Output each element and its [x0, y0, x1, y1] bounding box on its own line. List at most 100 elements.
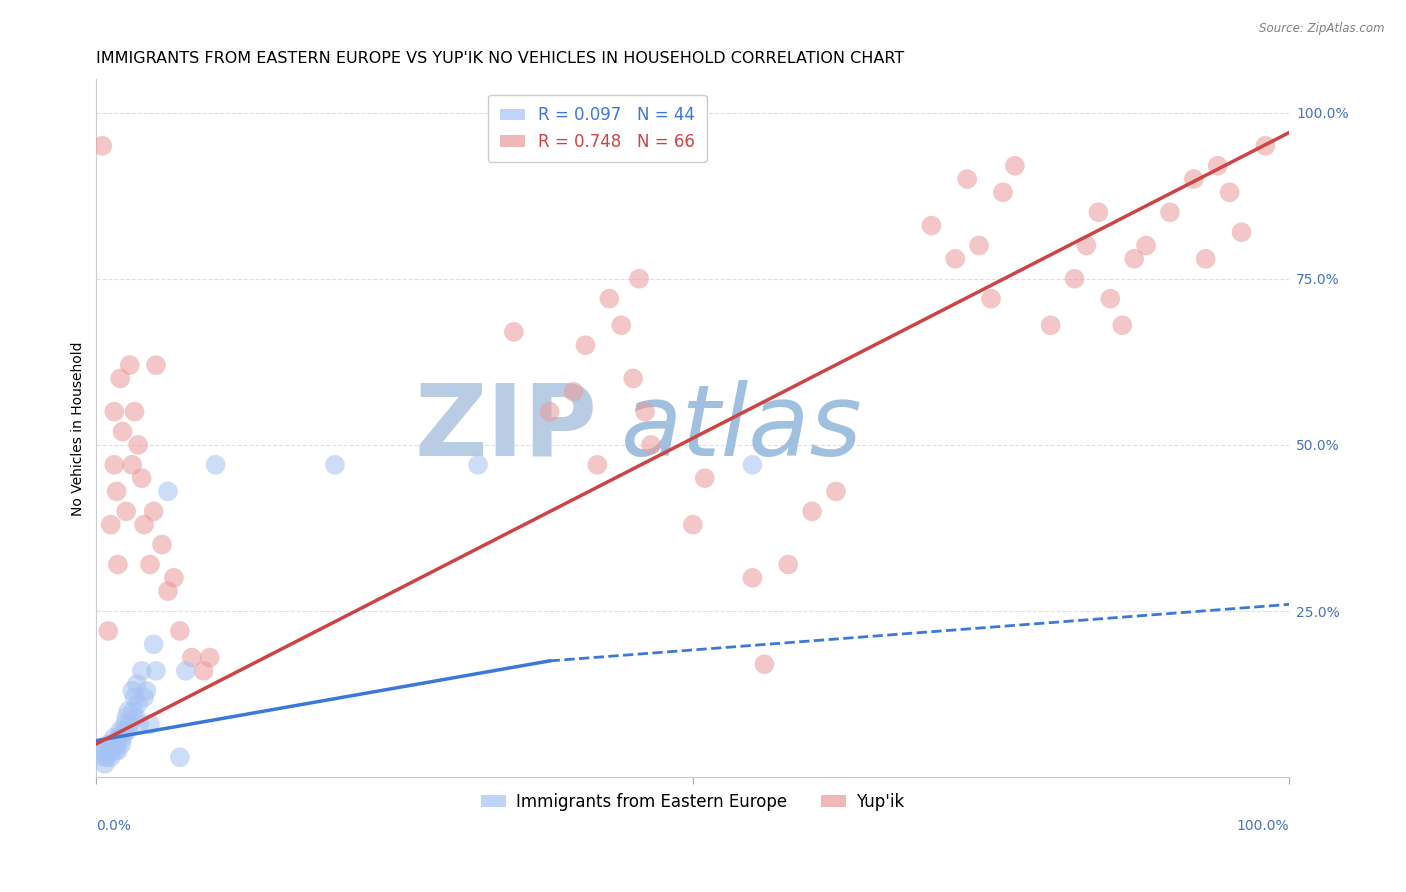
- Point: [135, 683, 157, 698]
- Point: [91, 743, 114, 757]
- Point: [127, 438, 149, 452]
- Point: [139, 558, 162, 572]
- Point: [111, 731, 134, 745]
- Point: [103, 404, 125, 418]
- Point: [778, 558, 800, 572]
- Point: [139, 717, 162, 731]
- Point: [110, 737, 132, 751]
- Point: [91, 138, 114, 153]
- Point: [142, 637, 165, 651]
- Point: [145, 358, 167, 372]
- Point: [142, 504, 165, 518]
- Point: [131, 664, 153, 678]
- Point: [93, 756, 115, 771]
- Point: [1039, 318, 1062, 333]
- Point: [131, 471, 153, 485]
- Point: [112, 723, 135, 738]
- Point: [118, 717, 141, 731]
- Point: [124, 404, 146, 418]
- Point: [682, 517, 704, 532]
- Point: [94, 743, 117, 757]
- Point: [1004, 159, 1026, 173]
- Point: [107, 558, 129, 572]
- Point: [574, 338, 596, 352]
- Point: [96, 750, 118, 764]
- Text: 100.0%: 100.0%: [1237, 819, 1289, 833]
- Point: [163, 571, 186, 585]
- Point: [634, 404, 657, 418]
- Point: [121, 458, 143, 472]
- Point: [991, 186, 1014, 200]
- Point: [125, 677, 148, 691]
- Point: [117, 723, 139, 738]
- Text: ZIP: ZIP: [415, 380, 598, 476]
- Point: [598, 292, 620, 306]
- Point: [980, 292, 1002, 306]
- Point: [562, 384, 585, 399]
- Point: [825, 484, 848, 499]
- Point: [115, 504, 138, 518]
- Point: [97, 737, 120, 751]
- Point: [124, 690, 146, 705]
- Point: [111, 425, 134, 439]
- Point: [1159, 205, 1181, 219]
- Point: [98, 743, 121, 757]
- Point: [104, 743, 127, 757]
- Point: [93, 750, 115, 764]
- Point: [127, 697, 149, 711]
- Point: [132, 517, 155, 532]
- Point: [105, 737, 128, 751]
- Point: [125, 710, 148, 724]
- Point: [198, 650, 221, 665]
- Point: [943, 252, 966, 266]
- Point: [156, 584, 179, 599]
- Point: [101, 737, 124, 751]
- Point: [101, 743, 124, 757]
- Point: [1182, 172, 1205, 186]
- Point: [114, 717, 136, 731]
- Point: [1099, 292, 1122, 306]
- Point: [1111, 318, 1133, 333]
- Point: [100, 517, 122, 532]
- Point: [204, 458, 226, 472]
- Point: [121, 683, 143, 698]
- Point: [920, 219, 942, 233]
- Y-axis label: No Vehicles in Household: No Vehicles in Household: [72, 341, 86, 516]
- Point: [1195, 252, 1218, 266]
- Point: [108, 371, 131, 385]
- Point: [502, 325, 524, 339]
- Point: [97, 624, 120, 638]
- Point: [169, 750, 191, 764]
- Point: [1063, 271, 1085, 285]
- Text: Source: ZipAtlas.com: Source: ZipAtlas.com: [1260, 22, 1385, 36]
- Text: IMMIGRANTS FROM EASTERN EUROPE VS YUP'IK NO VEHICLES IN HOUSEHOLD CORRELATION CH: IMMIGRANTS FROM EASTERN EUROPE VS YUP'IK…: [97, 51, 904, 66]
- Point: [586, 458, 609, 472]
- Point: [610, 318, 633, 333]
- Point: [107, 743, 129, 757]
- Point: [128, 717, 150, 731]
- Text: atlas: atlas: [621, 380, 863, 476]
- Point: [180, 650, 202, 665]
- Point: [1219, 186, 1241, 200]
- Point: [117, 704, 139, 718]
- Point: [1123, 252, 1146, 266]
- Point: [967, 238, 990, 252]
- Point: [108, 731, 131, 745]
- Point: [103, 731, 125, 745]
- Point: [108, 723, 131, 738]
- Point: [741, 571, 763, 585]
- Point: [1206, 159, 1229, 173]
- Point: [174, 664, 197, 678]
- Point: [156, 484, 179, 499]
- Point: [150, 538, 173, 552]
- Text: 0.0%: 0.0%: [97, 819, 131, 833]
- Point: [1076, 238, 1098, 252]
- Point: [693, 471, 716, 485]
- Point: [741, 458, 763, 472]
- Point: [621, 371, 644, 385]
- Point: [754, 657, 776, 672]
- Legend: Immigrants from Eastern Europe, Yup'ik: Immigrants from Eastern Europe, Yup'ik: [475, 787, 911, 818]
- Point: [956, 172, 979, 186]
- Point: [628, 271, 651, 285]
- Point: [640, 438, 662, 452]
